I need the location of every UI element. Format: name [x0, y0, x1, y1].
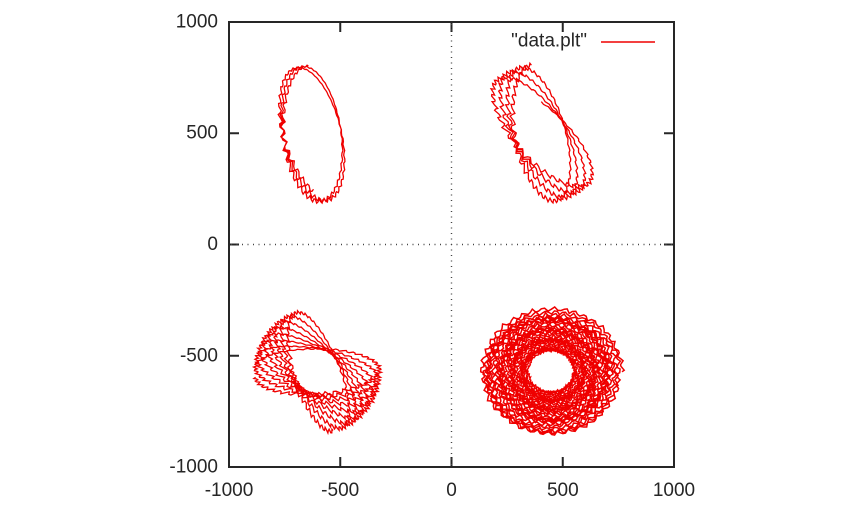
svg-text:0: 0: [207, 234, 218, 255]
svg-text:500: 500: [547, 480, 579, 501]
svg-text:-1000: -1000: [169, 457, 218, 478]
svg-text:0: 0: [446, 480, 457, 501]
svg-text:-1000: -1000: [205, 480, 254, 501]
svg-text:"data.plt": "data.plt": [511, 31, 587, 52]
svg-text:-500: -500: [180, 345, 218, 366]
svg-text:1000: 1000: [176, 12, 218, 33]
svg-text:-500: -500: [321, 480, 359, 501]
svg-text:500: 500: [186, 123, 218, 144]
svg-text:1000: 1000: [653, 480, 695, 501]
